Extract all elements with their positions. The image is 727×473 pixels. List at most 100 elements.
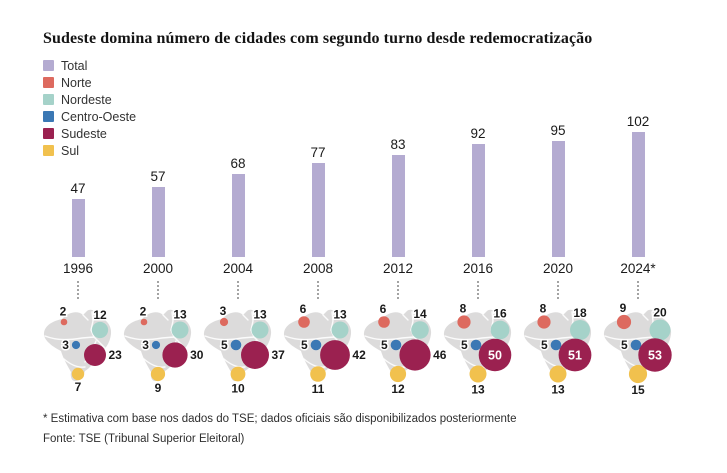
- sudeste-value-label: 30: [190, 348, 204, 362]
- norte-value-label: 8: [540, 301, 547, 315]
- bar-column: 77: [278, 112, 358, 257]
- centro-oeste-value-label: 5: [381, 338, 388, 352]
- legend-item-centro-oeste: Centro-Oeste: [43, 108, 136, 125]
- centro-oeste-bubble: [310, 339, 322, 351]
- nordeste-value-label: 13: [253, 308, 267, 322]
- total-bar: [391, 155, 405, 257]
- norte-value-label: 8: [460, 301, 467, 315]
- legend-item-sudeste: Sudeste: [43, 125, 136, 142]
- centro-oeste-value-label: 5: [541, 338, 548, 352]
- legend-item-nordeste: Nordeste: [43, 91, 136, 108]
- bar-column: 95: [518, 112, 598, 257]
- year-label: 2016: [462, 261, 494, 276]
- year-label: 2004: [222, 261, 254, 276]
- nordeste-bubble: [649, 319, 671, 341]
- norte-bubble: [60, 318, 68, 326]
- nordeste-bubble: [411, 321, 429, 339]
- brazil-map-svg: 3 13 5 37 10: [203, 302, 287, 397]
- brazil-map-svg: 8 16 5 50 13: [443, 300, 512, 398]
- year-map-connector: [637, 281, 639, 299]
- sudeste-value-label: 51: [568, 349, 582, 363]
- nordeste-value-label: 12: [93, 308, 107, 322]
- bubble-labels: 6 14 5 46 12: [378, 301, 448, 398]
- year-label: 2020: [542, 261, 574, 276]
- norte-value-label: 6: [300, 302, 307, 316]
- sul-bubble: [310, 366, 326, 382]
- bar-value-label: 47: [70, 181, 86, 196]
- nordeste-bubble: [570, 320, 590, 340]
- brazil-map: 6 13 5 42 11: [278, 299, 368, 397]
- bar-column: 57: [118, 112, 198, 257]
- year-label: 2008: [302, 261, 334, 276]
- sudeste-value-label: 37: [272, 348, 286, 362]
- bar-value-label: 102: [626, 114, 650, 129]
- nordeste-value-label: 16: [493, 307, 507, 321]
- legend-item-norte: Norte: [43, 74, 136, 91]
- bar-column: 102: [598, 112, 678, 257]
- sudeste-value-label: 42: [352, 348, 366, 362]
- sul-value-label: 13: [471, 383, 485, 397]
- brazil-map-svg: 2 13 3 30 9: [123, 303, 205, 397]
- sul-value-label: 10: [231, 381, 245, 395]
- bubble-labels: 3 13 5 37 10: [218, 302, 287, 397]
- sudeste-bubble: [162, 342, 188, 368]
- centro-oeste-value-label: 5: [301, 338, 308, 352]
- sul-bubble: [389, 365, 407, 383]
- legend-swatch: [43, 111, 54, 122]
- bubble-labels: 2 13 3 30 9: [138, 303, 205, 396]
- sul-value-label: 12: [391, 382, 405, 396]
- nordeste-bubble: [331, 321, 349, 339]
- brazil-map: 2 12 3 23 7: [38, 299, 124, 397]
- connector-cell: [198, 281, 278, 299]
- norte-bubble: [219, 317, 229, 327]
- bar-column: 83: [358, 112, 438, 257]
- total-bar: [71, 199, 85, 257]
- nordeste-bubble: [251, 321, 269, 339]
- centro-oeste-bubble: [550, 339, 562, 351]
- centro-oeste-value-label: 5: [621, 338, 628, 352]
- years-row: 1996 2000 2004 2008 2012 2016 2020 2024*: [38, 261, 678, 276]
- legend-label: Norte: [61, 75, 92, 90]
- total-bar: [551, 141, 565, 257]
- year-label: 2000: [142, 261, 174, 276]
- bar-value-label: 68: [230, 156, 246, 171]
- chart-title: Sudeste domina número de cidades com seg…: [43, 30, 593, 47]
- year-label: 1996: [62, 261, 94, 276]
- brazil-map: 9 20 5 53 15: [598, 299, 678, 399]
- sul-value-label: 15: [631, 383, 645, 397]
- legend-label: Nordeste: [61, 92, 112, 107]
- centro-oeste-value-label: 5: [221, 338, 228, 352]
- sul-value-label: 9: [155, 381, 162, 395]
- bar-column: 47: [38, 112, 118, 257]
- sudeste-bubble: [241, 341, 269, 369]
- sul-value-label: 13: [551, 383, 565, 397]
- bar-value-label: 95: [550, 123, 566, 138]
- legend-item-sul: Sul: [43, 142, 136, 159]
- sul-bubble: [230, 366, 246, 382]
- centro-oeste-bubble: [390, 339, 402, 351]
- nordeste-value-label: 13: [173, 308, 187, 322]
- footnote: * Estimativa com base nos dados do TSE; …: [43, 413, 517, 425]
- bubble-labels: 9 20 5 53 15: [618, 299, 668, 398]
- bar-value-label: 92: [470, 126, 486, 141]
- source-credit: Fonte: TSE (Tribunal Superior Eleitoral): [43, 433, 245, 445]
- total-bar: [471, 144, 485, 257]
- year-label: 2024*: [620, 261, 656, 276]
- sudeste-bubble: [638, 338, 672, 372]
- legend-swatch: [43, 77, 54, 88]
- year-map-connector: [477, 281, 479, 299]
- norte-value-label: 2: [140, 305, 147, 319]
- legend-label: Sul: [61, 143, 80, 158]
- centro-oeste-bubble: [230, 339, 242, 351]
- nordeste-value-label: 18: [573, 306, 587, 320]
- nordeste-bubble: [91, 321, 109, 339]
- legend-item-total: Total: [43, 57, 136, 74]
- connector-cell: [358, 281, 438, 299]
- brazil-map-svg: 6 14 5 46 12: [363, 301, 448, 398]
- norte-bubble: [616, 314, 632, 330]
- norte-bubble: [140, 318, 148, 326]
- brazil-map: 6 14 5 46 12: [358, 299, 448, 398]
- brazil-map-svg: 6 13 5 42 11: [283, 301, 368, 397]
- norte-bubble: [537, 315, 551, 329]
